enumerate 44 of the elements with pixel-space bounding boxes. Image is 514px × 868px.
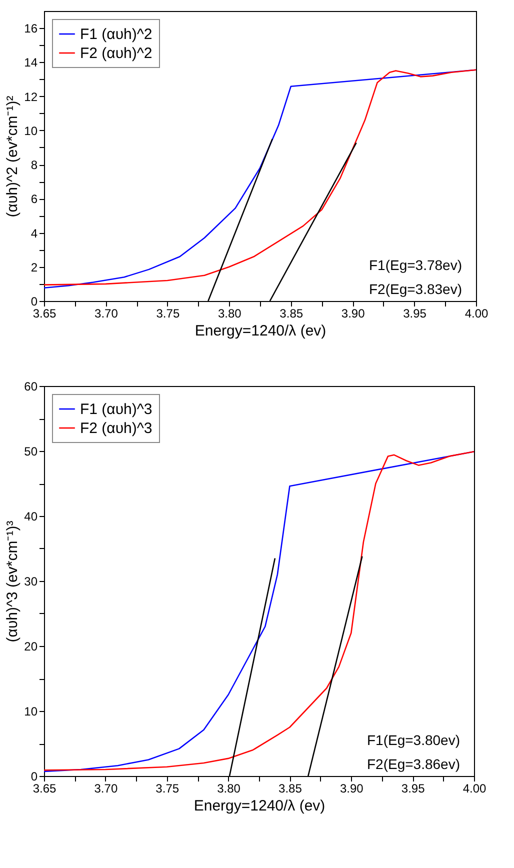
- y-tick-label: 8: [30, 158, 38, 172]
- y-tick-label: 2: [30, 260, 38, 274]
- y-tick-label: 60: [24, 380, 38, 394]
- x-tick-label: 3.90: [340, 782, 364, 796]
- x-tick-label: 4.00: [464, 306, 488, 320]
- x-tick-label: 3.70: [94, 306, 118, 320]
- x-axis-title: Energy=1240/λ (ev): [194, 798, 326, 814]
- x-tick-label: 3.80: [218, 306, 242, 320]
- annotation: F1(Eg=3.78ev): [369, 257, 462, 273]
- legend-label: F2 (αυh)^3: [80, 420, 152, 437]
- annotation: F2(Eg=3.86ev): [367, 756, 460, 772]
- y-axis-title: (αυh)^3 (ev*cm⁻¹)³: [4, 520, 22, 642]
- y-axis-title: (αυh)^2 (ev*cm⁻¹)²: [4, 96, 22, 218]
- annotation: F2(Eg=3.83ev): [369, 281, 462, 297]
- legend-label: F2 (αυh)^2: [80, 45, 152, 62]
- x-tick-label: 4.00: [462, 782, 486, 796]
- y-tick-label: 4: [30, 226, 38, 240]
- annotation: F1(Eg=3.80ev): [367, 732, 460, 748]
- y-tick-label: 10: [24, 704, 38, 718]
- x-tick-label: 3.75: [156, 306, 180, 320]
- y-tick-label: 30: [24, 574, 38, 588]
- x-tick-label: 3.75: [156, 782, 180, 796]
- y-tick-label: 0: [30, 770, 38, 784]
- x-tick-label: 3.85: [280, 306, 304, 320]
- y-tick-label: 10: [24, 124, 38, 138]
- y-tick-label: 12: [24, 90, 38, 104]
- legend-label: F1 (αυh)^3: [80, 401, 152, 418]
- y-tick-label: 0: [30, 294, 38, 308]
- x-tick-label: 3.85: [278, 782, 302, 796]
- x-tick-label: 3.80: [217, 782, 241, 796]
- x-tick-label: 3.65: [32, 306, 56, 320]
- y-tick-label: 50: [24, 444, 38, 458]
- y-tick-label: 40: [24, 510, 38, 524]
- x-tick-label: 3.95: [401, 782, 426, 796]
- x-tick-label: 3.65: [32, 782, 56, 796]
- x-tick-label: 3.90: [341, 306, 366, 320]
- x-tick-label: 3.70: [94, 782, 118, 796]
- y-tick-label: 20: [24, 640, 38, 654]
- x-axis-title: Energy=1240/λ (ev): [194, 322, 326, 340]
- y-tick-label: 6: [30, 192, 38, 206]
- legend-label: F1 (αυh)^2: [80, 26, 152, 43]
- y-tick-label: 14: [24, 56, 38, 70]
- y-tick-label: 16: [24, 22, 38, 36]
- x-tick-label: 3.95: [403, 306, 427, 320]
